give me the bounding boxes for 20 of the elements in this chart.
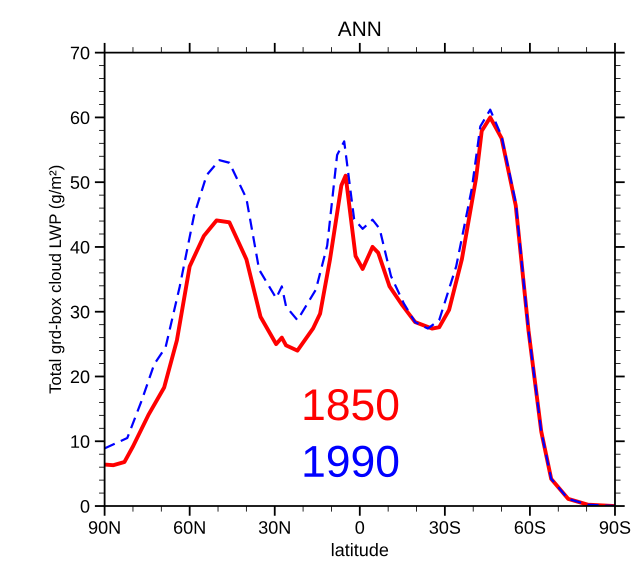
chart-title: ANN [338,22,380,36]
y-tick-label: 50 [70,176,90,189]
x-tick-label: 90N [88,521,120,534]
x-axis-title: latitude [332,542,388,556]
y-tick-label: 0 [80,500,90,513]
x-tick-label: 60S [514,521,546,534]
y-tick-label: 40 [70,240,90,254]
y-tick-label: 20 [70,370,90,384]
x-tick-label: 90S [600,521,630,534]
y-tick-label: 10 [71,435,90,448]
y-axis-title: Total grd-box cloud LWP (g/m²) [48,166,64,394]
text: 1990 [304,446,398,478]
x-tick-label: 60N [174,521,205,534]
y-tick-label: 60 [70,111,90,124]
x-tick-label: 0 [355,521,364,534]
x-tick-label: 30N [258,521,290,534]
series-label: 1850 [304,389,398,420]
y-tick-label: 30 [70,306,90,318]
y-tick-label: 70 [70,46,90,60]
x-tick-label: 30S [429,521,460,534]
